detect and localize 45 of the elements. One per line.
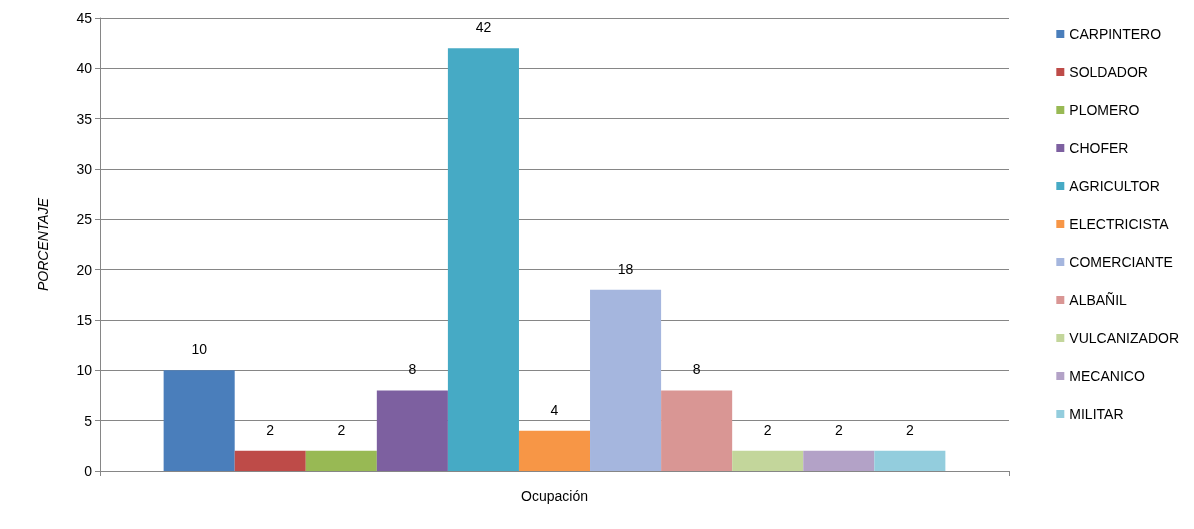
legend-label: PLOMERO — [1069, 102, 1140, 118]
legend-label: SOLDADOR — [1069, 64, 1148, 80]
data-label: 2 — [266, 421, 275, 438]
y-tick-label: 25 — [76, 211, 93, 228]
data-label: 2 — [905, 421, 914, 438]
y-axis-title: PORCENTAJE — [35, 197, 51, 292]
data-label: 10 — [191, 341, 208, 358]
legend-label: VULCANIZADOR — [1069, 330, 1179, 346]
bar — [874, 450, 946, 471]
legend-label: CHOFER — [1069, 140, 1129, 156]
y-tick-label: 5 — [84, 412, 93, 429]
data-label: 2 — [763, 421, 772, 438]
data-label: 42 — [475, 19, 492, 36]
y-tick-label: 45 — [76, 10, 93, 26]
data-label: 4 — [550, 401, 559, 418]
data-label: 18 — [617, 260, 634, 277]
legend-label: MILITAR — [1069, 406, 1124, 422]
legend-label: ELECTRICISTA — [1069, 216, 1170, 232]
bar — [447, 48, 519, 471]
bar — [163, 370, 235, 471]
data-label: 2 — [337, 421, 346, 438]
y-tick-label: 35 — [76, 110, 93, 127]
legend-label: AGRICULTOR — [1069, 178, 1160, 194]
bar — [661, 390, 733, 471]
legend-label: MECANICO — [1069, 368, 1145, 384]
legend-label: ALBAÑIL — [1069, 292, 1128, 308]
x-axis-title: Ocupación — [521, 488, 588, 504]
y-tick-label: 0 — [84, 463, 93, 479]
bar — [234, 450, 306, 471]
legend-label: CARPINTERO — [1069, 26, 1162, 42]
y-tick-label: 15 — [76, 312, 93, 328]
data-label: 8 — [408, 361, 417, 378]
bar — [803, 450, 875, 471]
y-tick-label: 30 — [76, 161, 93, 177]
bar — [305, 450, 377, 471]
y-tick-label: 20 — [76, 261, 93, 278]
bar — [732, 450, 804, 471]
bar — [590, 289, 662, 471]
y-tick-label: 10 — [76, 362, 93, 379]
bar — [376, 390, 448, 471]
data-label: 2 — [834, 421, 843, 438]
y-tick-label: 40 — [76, 60, 93, 77]
data-label: 8 — [692, 361, 701, 378]
bar — [518, 430, 591, 471]
legend-label: COMERCIANTE — [1069, 254, 1173, 270]
